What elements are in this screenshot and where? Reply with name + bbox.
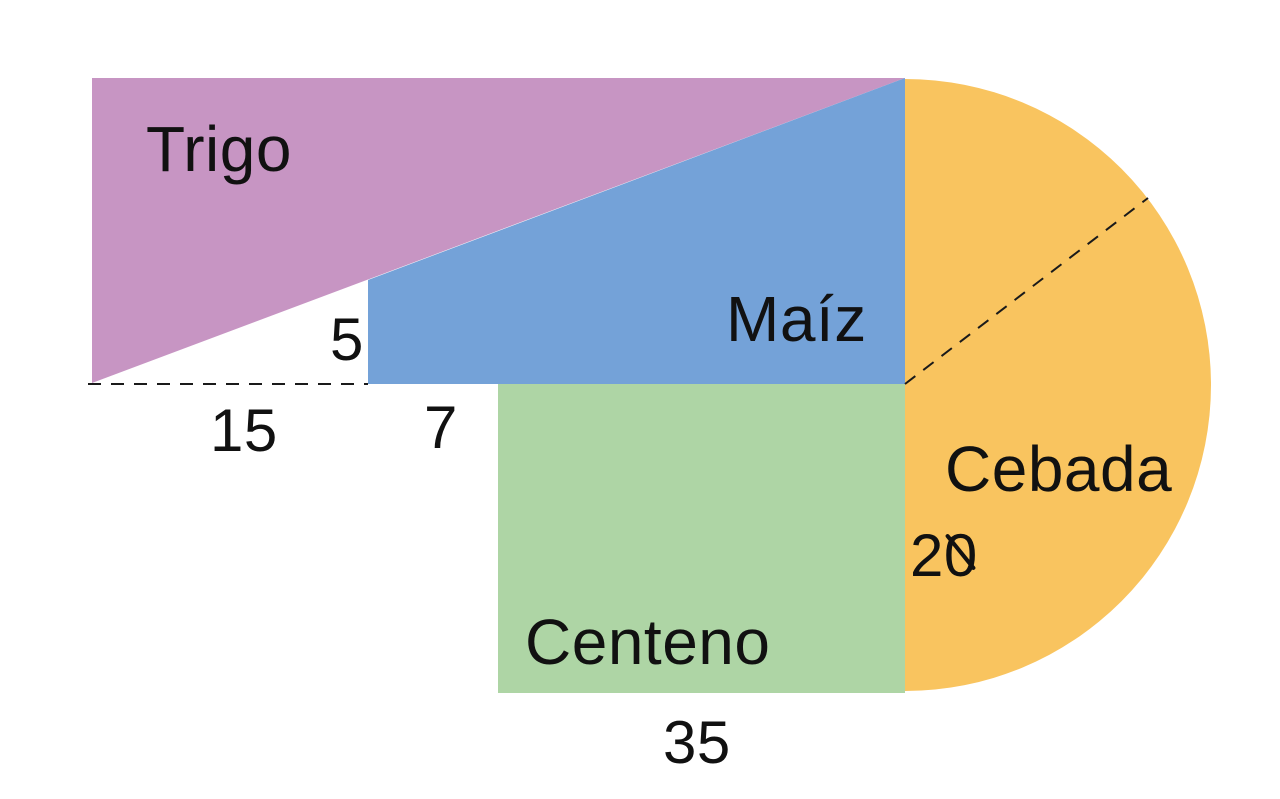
- trigo-region: [92, 78, 905, 383]
- dimension-35: 35: [663, 709, 731, 776]
- dimension-15: 15: [210, 397, 278, 464]
- maiz-region: [368, 78, 905, 384]
- radius-dashed-line: [904, 197, 1149, 385]
- dimension-7: 7: [424, 394, 458, 461]
- maiz-label: Maíz: [726, 283, 867, 355]
- trigo-label: Trigo: [146, 113, 292, 185]
- centeno-label: Centeno: [525, 606, 771, 678]
- cebada-value: 20: [910, 522, 978, 589]
- cebada-region: [905, 79, 1211, 691]
- dimension-5: 5: [330, 306, 364, 373]
- cebada-label: Cebada: [945, 433, 1173, 505]
- centeno-region: [498, 384, 905, 693]
